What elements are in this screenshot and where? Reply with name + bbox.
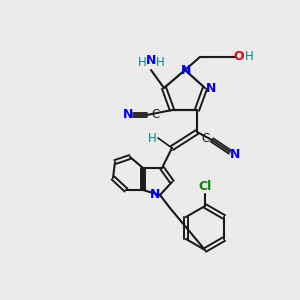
- Text: N: N: [206, 82, 216, 94]
- Text: H: H: [156, 56, 164, 68]
- Text: H: H: [138, 56, 146, 68]
- Text: H: H: [244, 50, 253, 64]
- Text: N: N: [150, 188, 160, 202]
- Text: N: N: [123, 109, 133, 122]
- Text: N: N: [230, 148, 240, 160]
- Text: C: C: [202, 131, 210, 145]
- Text: O: O: [234, 50, 244, 64]
- Text: Cl: Cl: [198, 179, 212, 193]
- Text: N: N: [181, 64, 191, 76]
- Text: C: C: [151, 109, 159, 122]
- Text: N: N: [146, 53, 156, 67]
- Text: H: H: [148, 131, 156, 145]
